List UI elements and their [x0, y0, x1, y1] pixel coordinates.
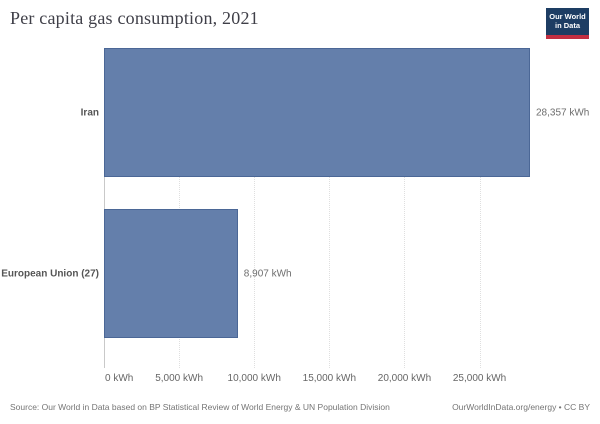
x-tick-label: 25,000 kWh [452, 373, 507, 384]
owid-logo-line2: in Data [554, 21, 580, 30]
bar-value-label: 8,907 kWh [243, 268, 292, 279]
bar-european-union-27[interactable] [104, 209, 238, 338]
owid-logo-line1: Our World [549, 12, 586, 21]
gridline [479, 48, 481, 368]
x-tick-label: 10,000 kWh [227, 373, 281, 384]
owid-logo[interactable]: Our World in Data [546, 8, 589, 39]
plot-area: 28,357 kWh 8,907 kWh [104, 48, 589, 368]
x-tick-label: 20,000 kWh [377, 373, 432, 384]
gridline [254, 48, 256, 368]
bar-iran[interactable] [104, 48, 530, 177]
owid-logo-red-stripe [546, 35, 589, 39]
gridline [179, 48, 181, 368]
chart-footer: Source: Our World in Data based on BP St… [10, 402, 590, 412]
entity-label[interactable]: European Union (27) [1, 268, 99, 279]
gridline [404, 48, 406, 368]
license-note[interactable]: OurWorldInData.org/energy • CC BY [452, 402, 590, 412]
x-tick-label: 0 kWh [105, 373, 134, 384]
entity-label[interactable]: Iran [80, 107, 99, 118]
x-tick-label: 15,000 kWh [302, 373, 357, 384]
axis-zero-line [104, 48, 105, 368]
source-note[interactable]: Source: Our World in Data based on BP St… [10, 402, 390, 412]
x-tick-label: 5,000 kWh [155, 373, 204, 384]
chart-title: Per capita gas consumption, 2021 [10, 8, 259, 28]
gridline [329, 48, 331, 368]
x-axis: 0 kWh 5,000 kWh 10,000 kWh 15,000 kWh 20,000… [104, 373, 585, 387]
owid-logo-text: Our World in Data [546, 12, 589, 30]
bar-value-label: 28,357 kWh [536, 107, 590, 118]
